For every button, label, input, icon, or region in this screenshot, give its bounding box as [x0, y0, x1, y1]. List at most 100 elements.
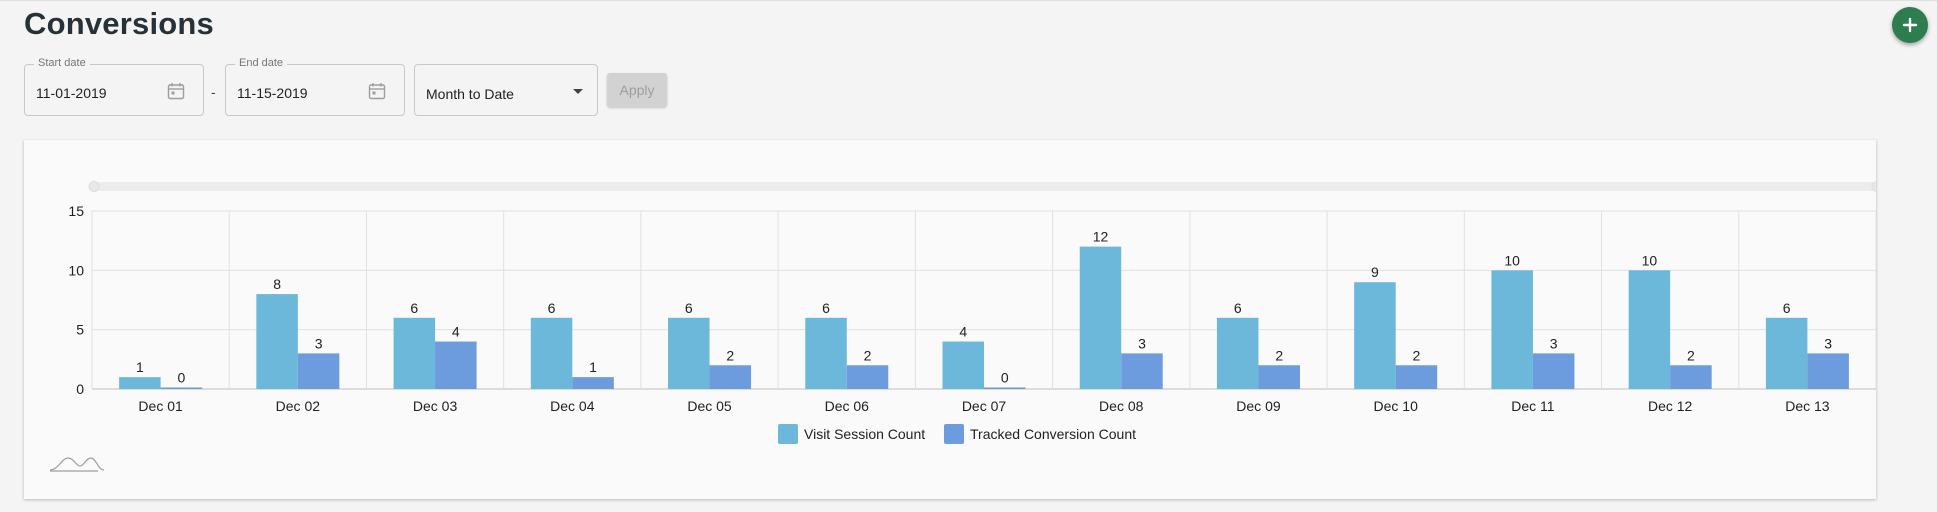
bar-visit-session[interactable] — [119, 377, 161, 389]
legend-item-visit-session-swatch[interactable] — [778, 424, 798, 444]
bar-value-label: 2 — [864, 347, 872, 363]
bar-value-label: 1 — [589, 359, 597, 375]
bar-visit-session[interactable] — [1216, 317, 1259, 389]
bar-tracked-conversion[interactable] — [572, 377, 614, 389]
bar-value-label: 6 — [1234, 300, 1242, 316]
y-tick-label: 15 — [68, 203, 84, 219]
bar-value-label: 1 — [136, 359, 144, 375]
x-tick-label: Dec 01 — [138, 398, 183, 414]
bar-tracked-conversion[interactable] — [1532, 353, 1575, 389]
start-date-label: Start date — [34, 57, 90, 69]
y-tick-label: 0 — [76, 381, 84, 397]
calendar-icon[interactable] — [167, 82, 185, 100]
x-tick-label: Dec 05 — [687, 398, 732, 414]
start-date-field[interactable]: Start date 11-01-2019 — [24, 57, 204, 116]
bar-tracked-conversion[interactable] — [1395, 365, 1438, 389]
bar-tracked-conversion[interactable] — [1121, 353, 1163, 389]
x-tick-label: Dec 12 — [1648, 398, 1693, 414]
add-button[interactable] — [1892, 7, 1928, 43]
bar-visit-session[interactable] — [1765, 317, 1808, 389]
x-tick-label: Dec 10 — [1374, 398, 1419, 414]
bar-visit-session[interactable] — [393, 317, 436, 389]
sparkline-icon[interactable] — [49, 457, 105, 472]
legend-item-tracked-conversion-swatch[interactable] — [944, 424, 964, 444]
legend-item-visit-session-label[interactable]: Visit Session Count — [804, 426, 925, 442]
bar-value-label: 0 — [1001, 370, 1009, 386]
bar-value-label: 6 — [822, 300, 830, 316]
zoom-slider[interactable] — [88, 181, 1876, 192]
bar-value-label: 3 — [1824, 335, 1832, 351]
x-tick-label: Dec 07 — [962, 398, 1007, 414]
bar-value-label: 2 — [1687, 347, 1695, 363]
page-title: Conversions — [24, 6, 214, 41]
bar-tracked-conversion[interactable] — [160, 387, 203, 390]
date-range-select[interactable]: Month to Date — [414, 64, 598, 116]
bar-tracked-conversion[interactable] — [1670, 365, 1712, 389]
x-tick-label: Dec 06 — [825, 398, 870, 414]
date-separator: - — [211, 84, 216, 100]
bar-value-label: 6 — [410, 300, 418, 316]
bar-visit-session[interactable] — [1079, 246, 1122, 389]
bar-value-label: 10 — [1504, 252, 1520, 268]
chevron-down-icon — [573, 89, 583, 94]
bar-value-label: 0 — [177, 370, 185, 386]
bar-value-label: 3 — [1550, 335, 1558, 351]
x-tick-label: Dec 11 — [1511, 398, 1555, 414]
bar-visit-session[interactable] — [1628, 270, 1671, 389]
bar-value-label: 8 — [273, 276, 281, 292]
bar-visit-session[interactable] — [256, 294, 298, 389]
x-tick-label: Dec 08 — [1099, 398, 1144, 414]
x-tick-label: Dec 13 — [1785, 398, 1830, 414]
bar-visit-session[interactable] — [805, 317, 847, 389]
bar-visit-session[interactable] — [942, 341, 985, 389]
plus-icon — [1902, 17, 1918, 33]
end-date-field[interactable]: End date 11-15-2019 — [225, 57, 405, 116]
bar-value-label: 2 — [726, 347, 734, 363]
chart-bars — [119, 246, 1849, 390]
bar-value-label: 2 — [1275, 347, 1283, 363]
y-tick-label: 5 — [76, 322, 84, 338]
bar-value-label: 6 — [548, 300, 556, 316]
chart-card: 0 5 10 15 1 0 Dec 01 8 3 Dec 02 6 4 Dec 03 6 1 Dec 04 6 2… — [24, 140, 1876, 499]
bar-tracked-conversion[interactable] — [1258, 365, 1300, 389]
bar-value-label: 3 — [315, 335, 323, 351]
chart-legend[interactable]: Visit Session Count Tracked Conversion Co… — [778, 424, 1136, 444]
bar-tracked-conversion[interactable] — [984, 387, 1026, 390]
bar-value-label: 6 — [1783, 300, 1791, 316]
zoom-slider-start-handle[interactable] — [88, 181, 100, 192]
chart-grid — [91, 210, 1876, 390]
x-tick-label: Dec 02 — [276, 398, 321, 414]
y-tick-label: 10 — [68, 262, 84, 278]
bar-value-label: 12 — [1093, 229, 1109, 245]
x-tick-label: Dec 03 — [413, 398, 458, 414]
bar-visit-session[interactable] — [530, 317, 573, 389]
end-date-label: End date — [235, 57, 288, 69]
zoom-slider-end-handle[interactable] — [1871, 181, 1876, 192]
start-date-value: 11-01-2019 — [36, 85, 107, 101]
bar-value-label: 3 — [1138, 335, 1146, 351]
bar-value-label: 4 — [452, 324, 460, 340]
bar-visit-session[interactable] — [1491, 270, 1533, 389]
bar-value-label: 2 — [1413, 347, 1421, 363]
bar-tracked-conversion[interactable] — [435, 341, 477, 389]
bar-tracked-conversion[interactable] — [709, 365, 752, 389]
bar-tracked-conversion[interactable] — [297, 353, 340, 389]
calendar-icon[interactable] — [368, 82, 386, 100]
bar-value-label: 10 — [1642, 252, 1658, 268]
apply-button[interactable]: Apply — [607, 73, 667, 107]
legend-item-tracked-conversion-label[interactable]: Tracked Conversion Count — [970, 426, 1136, 442]
bar-value-label: 4 — [959, 324, 967, 340]
bar-tracked-conversion[interactable] — [846, 365, 889, 389]
header-divider — [0, 0, 1937, 1]
zoom-slider-track[interactable] — [92, 182, 1876, 191]
x-tick-label: Dec 09 — [1236, 398, 1281, 414]
bar-value-label: 9 — [1371, 264, 1379, 280]
end-date-value: 11-15-2019 — [237, 85, 308, 101]
bar-value-label: 6 — [685, 300, 693, 316]
x-tick-label: Dec 04 — [550, 398, 595, 414]
bar-visit-session[interactable] — [668, 317, 710, 389]
bar-tracked-conversion[interactable] — [1807, 353, 1849, 389]
bar-visit-session[interactable] — [1354, 282, 1396, 389]
